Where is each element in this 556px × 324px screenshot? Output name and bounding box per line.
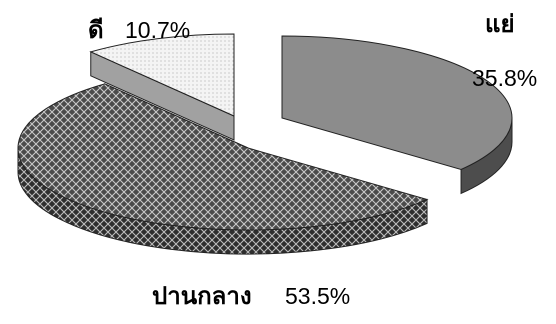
slice-bad bbox=[281, 35, 513, 195]
slice-good bbox=[89, 33, 235, 141]
slice-pct-medium: 53.5% bbox=[285, 283, 350, 309]
slice-label-bad: แย่ bbox=[485, 10, 515, 38]
pie-slices bbox=[17, 33, 513, 255]
slice-pct-good: 10.7% bbox=[125, 17, 190, 43]
slice-label-good: ดี bbox=[88, 16, 104, 44]
slice-pct-bad: 35.8% bbox=[472, 65, 537, 91]
slice-bad-top bbox=[281, 35, 513, 171]
pie-labels: ดี 10.7% แย่ 35.8% ปานกลาง 53.5% bbox=[88, 10, 537, 310]
slice-label-medium: ปานกลาง bbox=[152, 282, 252, 310]
slice-good-top bbox=[89, 33, 235, 117]
slice-medium bbox=[17, 83, 429, 255]
slice-medium-top bbox=[17, 83, 429, 231]
